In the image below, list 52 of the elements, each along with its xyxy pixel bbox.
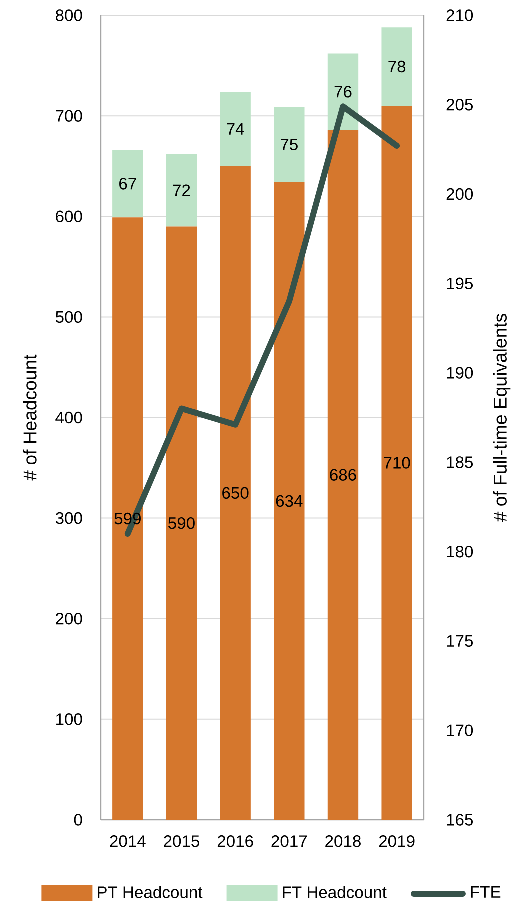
data-label: 710 xyxy=(384,457,410,469)
y2-tick-label: 210 xyxy=(446,10,474,22)
y-tick-label: 300 xyxy=(56,512,82,524)
x-tick-label: 2017 xyxy=(272,836,308,848)
bar xyxy=(274,182,305,820)
y2-tick-label: 185 xyxy=(447,456,474,468)
data-label: 78 xyxy=(388,60,406,73)
bar xyxy=(328,130,359,820)
y-axis-title: # of Headcount xyxy=(23,354,37,481)
y2-tick-label: 175 xyxy=(447,635,474,648)
bar xyxy=(382,28,412,106)
y-tick-label: 500 xyxy=(56,311,82,324)
x-tick-label: 2018 xyxy=(326,836,361,848)
y2-tick-label: 180 xyxy=(447,546,474,558)
data-label: 76 xyxy=(334,86,352,98)
y2-tick-label: 200 xyxy=(446,188,474,200)
y-tick-label: 100 xyxy=(56,714,82,726)
bar xyxy=(166,154,198,227)
bar xyxy=(166,226,198,820)
legend-label: FTE xyxy=(471,886,501,898)
bar xyxy=(112,150,144,218)
x-tick-label: 2015 xyxy=(164,836,200,848)
y-tick-label: 800 xyxy=(56,10,82,22)
bar xyxy=(112,218,144,820)
y2-axis-title: # of Full-time Equivalents xyxy=(493,314,511,522)
bar xyxy=(382,106,412,820)
data-label: 650 xyxy=(222,487,249,500)
y2-tick-label: 170 xyxy=(447,724,474,736)
y-tick-label: 600 xyxy=(56,210,82,223)
bar xyxy=(220,92,251,166)
bar xyxy=(274,107,305,182)
legend-label: FT Headcount xyxy=(283,886,387,898)
data-label: 67 xyxy=(120,178,136,190)
x-tick-label: 2014 xyxy=(110,836,146,848)
data-label: 75 xyxy=(281,138,298,151)
y-tick-label: 700 xyxy=(56,110,82,122)
data-label: 74 xyxy=(227,123,244,135)
data-label: 686 xyxy=(330,469,356,481)
data-label: 72 xyxy=(173,184,190,196)
y2-tick-label: 195 xyxy=(447,278,474,290)
y2-tick-label: 190 xyxy=(447,367,474,379)
y-tick-label: 400 xyxy=(56,412,82,424)
y-tick-label: 0 xyxy=(74,814,82,826)
data-label: 590 xyxy=(168,517,195,530)
x-tick-label: 2016 xyxy=(218,836,254,848)
y2-tick-label: 165 xyxy=(447,814,474,826)
x-tick-label: 2019 xyxy=(379,836,415,848)
y-tick-label: 200 xyxy=(56,612,82,625)
data-label: 634 xyxy=(276,495,303,508)
legend-label: PT Headcount xyxy=(98,886,203,898)
y2-tick-label: 205 xyxy=(446,99,474,111)
bar xyxy=(220,166,251,820)
